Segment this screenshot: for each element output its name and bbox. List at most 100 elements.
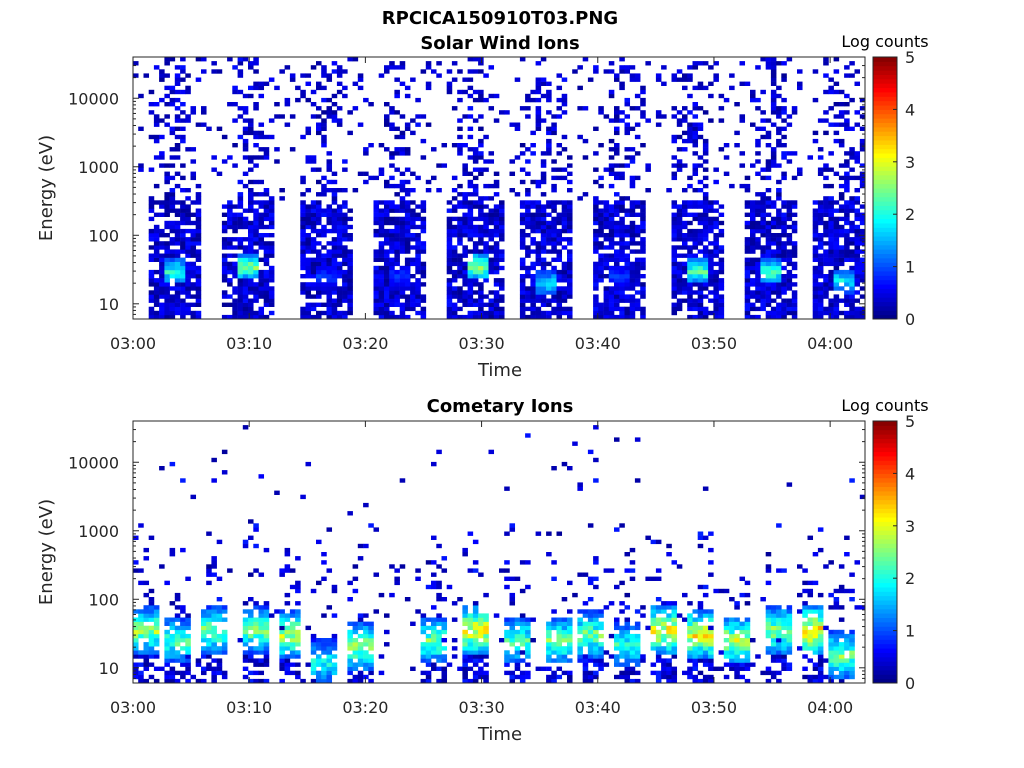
heatmap-cell — [525, 269, 531, 275]
heatmap-cell — [676, 167, 683, 172]
heatmap-cell — [169, 298, 176, 303]
heatmap-cell — [854, 196, 861, 201]
heatmap-cell — [248, 245, 254, 250]
heatmap-cell — [169, 650, 176, 655]
heatmap-cell — [148, 290, 155, 295]
heatmap-cell — [378, 294, 385, 299]
heatmap-cell — [493, 118, 500, 123]
heatmap-cell — [159, 306, 165, 312]
heatmap-cell — [859, 143, 866, 148]
heatmap-cell — [786, 212, 793, 217]
heatmap-cell — [854, 212, 861, 217]
heatmap-cell — [614, 200, 620, 205]
heatmap-cell — [598, 314, 604, 320]
heatmap-cell — [425, 617, 432, 622]
heatmap-cell — [462, 196, 468, 201]
heatmap-cell — [399, 188, 406, 193]
heatmap-cell — [619, 85, 625, 91]
heatmap-cell — [305, 237, 312, 242]
heatmap-cell — [493, 306, 500, 312]
heatmap-cell — [781, 625, 787, 631]
heatmap-cell — [838, 298, 845, 303]
heatmap-cell — [253, 290, 259, 295]
heatmap-cell — [342, 204, 348, 209]
heatmap-cell — [697, 200, 704, 205]
heatmap-cell — [770, 282, 777, 287]
heatmap-cell — [718, 204, 725, 209]
heatmap-cell — [242, 306, 249, 312]
heatmap-cell — [619, 65, 625, 70]
heatmap-cell — [687, 130, 693, 136]
heatmap-cell — [530, 241, 536, 246]
heatmap-cell — [242, 249, 249, 254]
heatmap-cell — [640, 245, 646, 250]
heatmap-cell — [279, 666, 285, 671]
heatmap-cell — [180, 188, 186, 193]
heatmap-cell — [551, 188, 557, 193]
heatmap-cell — [551, 200, 557, 205]
heatmap-cell — [263, 249, 270, 254]
heatmap-cell — [812, 138, 819, 144]
heatmap-cell — [781, 97, 787, 103]
heatmap-cell — [185, 650, 191, 655]
heatmap-cell — [593, 261, 599, 267]
heatmap-cell — [446, 314, 453, 320]
heatmap-cell — [169, 155, 176, 160]
heatmap-cell — [446, 286, 453, 291]
heatmap-cell — [634, 93, 641, 99]
heatmap-cell — [692, 274, 699, 279]
heatmap-cell — [180, 278, 186, 283]
heatmap-cell — [258, 646, 265, 651]
heatmap-cell — [404, 220, 411, 226]
heatmap-cell — [519, 179, 526, 185]
heatmap-cell — [368, 629, 374, 635]
heatmap-cell — [216, 658, 223, 663]
heatmap-cell — [817, 310, 824, 316]
heatmap-cell — [556, 274, 563, 279]
heatmap-cell — [248, 159, 254, 164]
heatmap-cell — [268, 208, 275, 213]
heatmap-cell — [394, 147, 400, 152]
heatmap-cell — [540, 249, 547, 254]
heatmap-cell — [713, 249, 719, 254]
heatmap-cell — [384, 147, 390, 152]
heatmap-cell — [551, 621, 557, 626]
heatmap-cell — [567, 257, 573, 262]
heatmap-cell — [614, 302, 620, 307]
heatmap-cell — [336, 261, 343, 267]
heatmap-cell — [258, 286, 265, 291]
heatmap-cell — [833, 314, 840, 320]
heatmap-cell — [702, 486, 709, 491]
heatmap-cell — [838, 89, 845, 95]
heatmap-cell — [472, 175, 479, 181]
heatmap-cell — [326, 220, 333, 226]
heatmap-cell — [425, 642, 432, 647]
heatmap-cell — [227, 220, 233, 226]
heatmap-cell — [593, 314, 599, 320]
heatmap-cell — [467, 237, 474, 242]
heatmap-cell — [671, 114, 678, 119]
heatmap-cell — [169, 633, 176, 639]
heatmap-cell — [441, 666, 448, 671]
heatmap-cell — [692, 257, 699, 262]
heatmap-cell — [237, 237, 244, 242]
heatmap-cell — [823, 118, 829, 123]
heatmap-cell — [263, 200, 270, 205]
heatmap-cell — [812, 212, 819, 217]
heatmap-cell — [859, 147, 866, 152]
heatmap-cell — [457, 216, 463, 222]
heatmap-cell — [148, 646, 155, 651]
heatmap-cell — [619, 253, 625, 258]
heatmap-cell — [331, 220, 338, 226]
heatmap-cell — [253, 269, 259, 275]
heatmap-cell — [593, 658, 599, 663]
heatmap-cell — [629, 208, 636, 213]
heatmap-cell — [614, 269, 620, 275]
heatmap-cell — [634, 306, 641, 312]
heatmap-cell — [838, 286, 845, 291]
heatmap-cell — [744, 282, 751, 287]
heatmap-cell — [629, 106, 636, 111]
heatmap-cell — [859, 269, 866, 275]
heatmap-cell — [634, 257, 641, 262]
heatmap-cell — [682, 188, 688, 193]
